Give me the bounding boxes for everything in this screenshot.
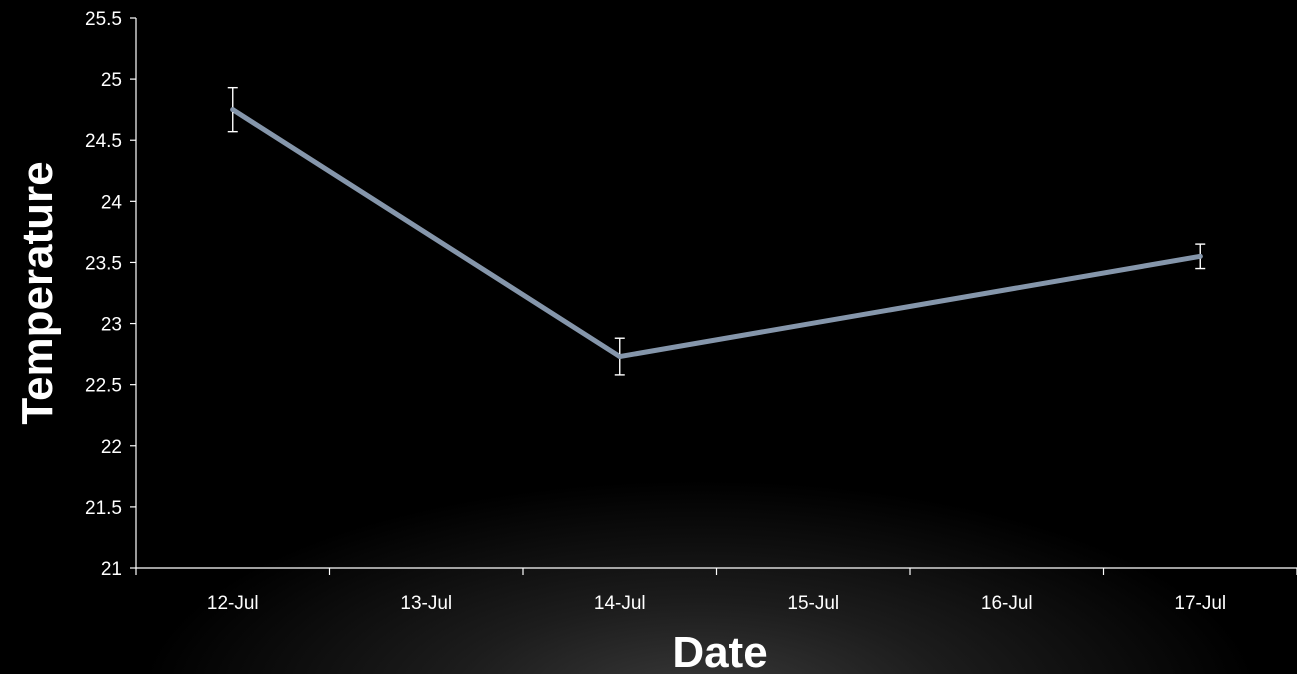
x-tick-label: 15-Jul <box>787 593 839 614</box>
y-tick-label: 23.5 <box>85 253 122 274</box>
y-tick-label: 22 <box>101 437 122 458</box>
data-point <box>1197 253 1203 259</box>
data-point <box>617 354 623 360</box>
y-tick-label: 21.5 <box>85 498 122 519</box>
y-tick-label: 23 <box>101 315 122 336</box>
y-tick-label: 22.5 <box>85 376 122 397</box>
x-tick-label: 17-Jul <box>1174 593 1226 614</box>
x-axis: 12-Jul 13-Jul 14-Jul 15-Jul 16-Jul 17-Jul <box>135 567 1297 614</box>
y-axis: 21 21.5 22 22.5 23 23.5 24 24.5 25 25.5 <box>85 9 137 580</box>
series-line <box>230 107 1203 360</box>
data-point <box>230 107 236 113</box>
x-tick-label: 13-Jul <box>400 593 452 614</box>
y-tick-label: 21 <box>101 559 122 580</box>
y-tick-label: 24 <box>101 192 123 213</box>
y-tick-label: 25 <box>101 70 122 91</box>
x-axis-title: Date <box>672 628 767 674</box>
x-tick-label: 14-Jul <box>594 593 646 614</box>
y-axis-title: Temperature <box>13 161 62 424</box>
y-tick-label: 24.5 <box>85 131 122 152</box>
x-tick-label: 12-Jul <box>207 593 259 614</box>
y-tick-label: 25.5 <box>85 9 122 30</box>
x-tick-label: 16-Jul <box>981 593 1033 614</box>
series-layer <box>227 86 1206 376</box>
